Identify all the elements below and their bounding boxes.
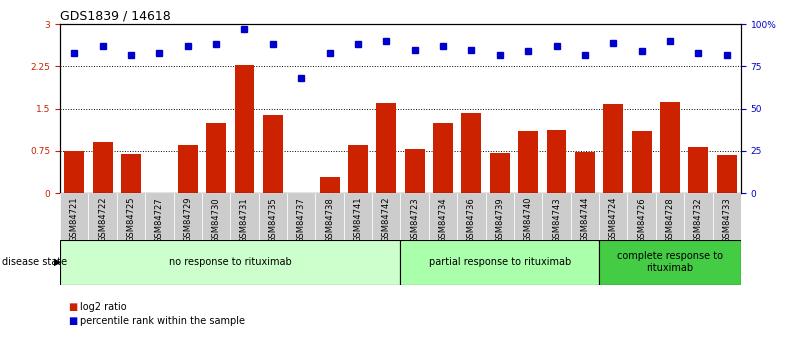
Text: ■: ■ <box>68 302 78 312</box>
Bar <box>546 130 566 193</box>
Text: GSM84736: GSM84736 <box>467 197 476 243</box>
Text: GSM84735: GSM84735 <box>268 197 277 243</box>
Text: ■: ■ <box>68 316 78 326</box>
Bar <box>202 193 231 240</box>
Bar <box>93 142 113 193</box>
Bar <box>64 151 84 193</box>
Text: GSM84724: GSM84724 <box>609 197 618 243</box>
Text: GSM84739: GSM84739 <box>495 197 505 243</box>
Text: GSM84732: GSM84732 <box>694 197 702 243</box>
Text: GSM84743: GSM84743 <box>552 197 561 243</box>
Text: GSM84730: GSM84730 <box>211 197 220 243</box>
Bar <box>514 193 542 240</box>
Text: GSM84727: GSM84727 <box>155 197 164 243</box>
Bar <box>599 240 741 285</box>
Bar <box>263 116 283 193</box>
Text: GSM84722: GSM84722 <box>99 197 107 243</box>
Bar <box>174 193 202 240</box>
Bar <box>717 155 737 193</box>
Bar <box>259 193 287 240</box>
Text: no response to rituximab: no response to rituximab <box>169 257 292 267</box>
Text: GSM84740: GSM84740 <box>524 197 533 243</box>
Text: GSM84741: GSM84741 <box>353 197 362 243</box>
Bar <box>429 193 457 240</box>
Bar <box>400 240 599 285</box>
Text: partial response to rituximab: partial response to rituximab <box>429 257 571 267</box>
Bar <box>627 193 656 240</box>
Bar <box>457 193 485 240</box>
Bar <box>433 123 453 193</box>
Bar <box>570 193 599 240</box>
Text: log2 ratio: log2 ratio <box>80 302 127 312</box>
Bar <box>656 193 684 240</box>
Text: GSM84731: GSM84731 <box>240 197 249 243</box>
Bar <box>344 193 372 240</box>
Text: GSM84721: GSM84721 <box>70 197 78 243</box>
Text: GSM84728: GSM84728 <box>666 197 674 243</box>
Bar <box>145 193 174 240</box>
Bar <box>178 145 198 193</box>
Bar <box>316 193 344 240</box>
Text: complete response to
rituximab: complete response to rituximab <box>617 252 723 273</box>
Bar <box>599 193 627 240</box>
Text: GSM84744: GSM84744 <box>581 197 590 243</box>
Text: GSM84734: GSM84734 <box>439 197 448 243</box>
Bar <box>372 193 400 240</box>
Bar <box>603 104 623 193</box>
Bar <box>542 193 570 240</box>
Text: GSM84726: GSM84726 <box>637 197 646 243</box>
Text: percentile rank within the sample: percentile rank within the sample <box>80 316 245 326</box>
Bar <box>60 240 400 285</box>
Bar <box>287 193 316 240</box>
Bar <box>490 152 509 193</box>
Bar <box>235 65 255 193</box>
Bar <box>485 193 514 240</box>
Text: GSM84738: GSM84738 <box>325 197 334 243</box>
Bar <box>60 193 88 240</box>
Bar <box>376 103 396 193</box>
Bar <box>713 193 741 240</box>
Text: GSM84723: GSM84723 <box>410 197 419 243</box>
Text: GSM84733: GSM84733 <box>723 197 731 243</box>
Bar <box>348 145 368 193</box>
Text: GSM84729: GSM84729 <box>183 197 192 243</box>
Bar <box>518 131 538 193</box>
Bar <box>660 102 680 193</box>
Bar <box>206 123 226 193</box>
Text: disease state: disease state <box>2 257 66 267</box>
Text: GSM84742: GSM84742 <box>382 197 391 243</box>
Bar <box>400 193 429 240</box>
Bar <box>231 193 259 240</box>
Bar <box>405 149 425 193</box>
Bar <box>632 131 651 193</box>
Text: GDS1839 / 14618: GDS1839 / 14618 <box>60 10 171 23</box>
Bar <box>461 113 481 193</box>
Text: ▶: ▶ <box>54 257 62 267</box>
Bar <box>117 193 145 240</box>
Bar <box>88 193 117 240</box>
Bar <box>684 193 713 240</box>
Bar <box>688 147 708 193</box>
Text: GSM84737: GSM84737 <box>296 197 306 243</box>
Bar <box>575 152 595 193</box>
Bar <box>121 154 141 193</box>
Bar <box>320 177 340 193</box>
Text: GSM84725: GSM84725 <box>127 197 135 243</box>
